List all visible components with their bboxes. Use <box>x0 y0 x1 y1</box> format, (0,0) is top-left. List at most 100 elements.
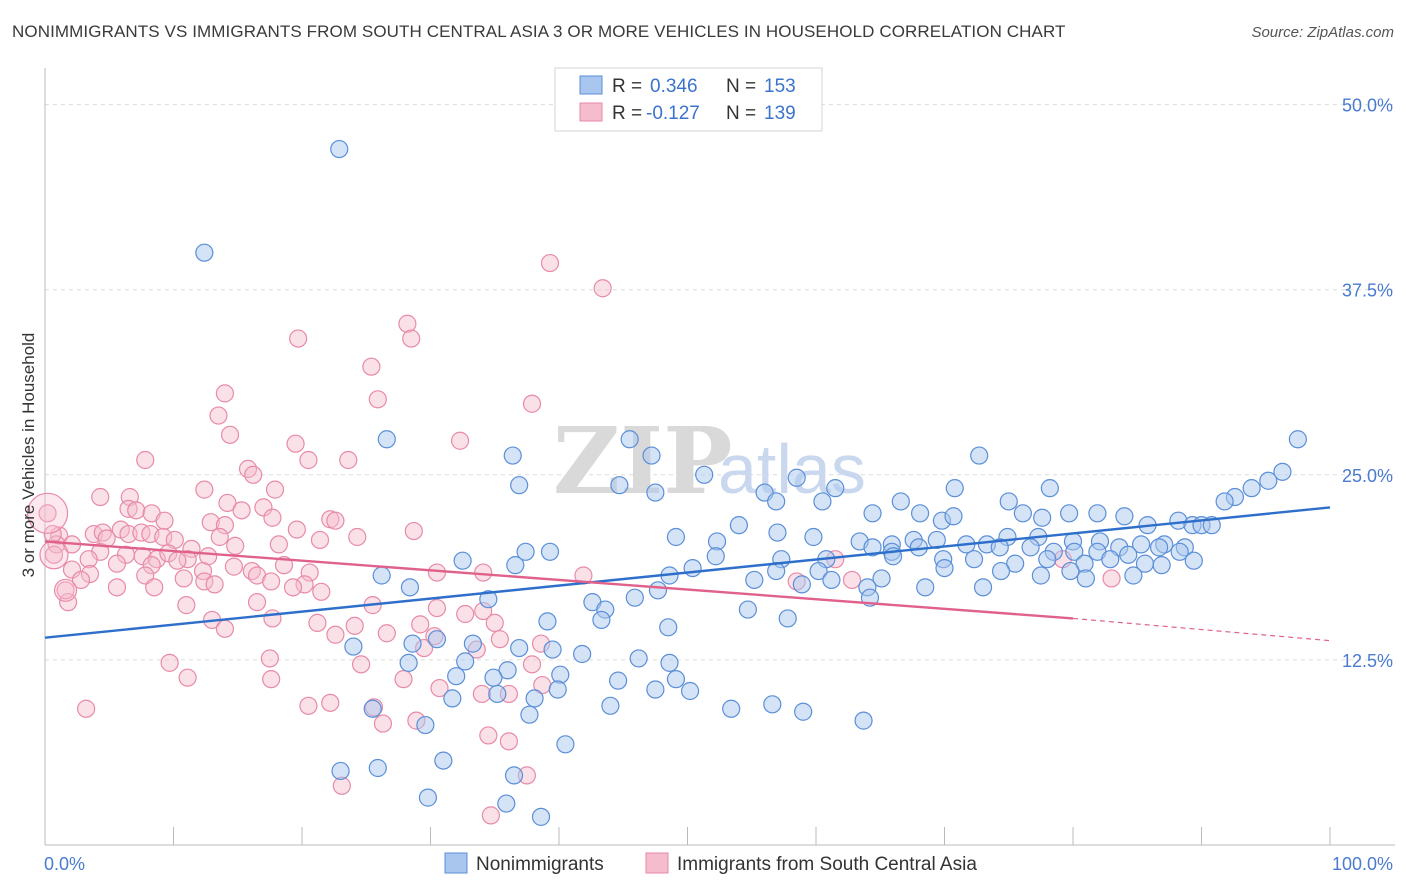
bottom-legend-nonimmigrants: Nonimmigrants <box>476 854 604 875</box>
nonimmigrants-point <box>447 667 466 686</box>
chart-title: NONIMMIGRANTS VS IMMIGRANTS FROM SOUTH C… <box>12 22 1066 41</box>
immigrants-point <box>593 279 612 298</box>
nonimmigrants-point <box>1170 542 1189 561</box>
watermark-zip: ZIP <box>553 407 732 515</box>
immigrants-point <box>402 329 421 348</box>
nonimmigrants-point <box>1124 566 1143 585</box>
immigrants-point <box>321 693 340 712</box>
nonimmigrants-point <box>768 523 787 542</box>
immigrants-point <box>430 678 449 698</box>
immigrants-point-large <box>39 540 69 570</box>
y-tick-label-0: 12.5% <box>1342 651 1393 671</box>
immigrants-point <box>127 501 146 520</box>
immigrants-point <box>456 604 475 624</box>
series-nonimmigrants-points <box>195 139 1307 826</box>
nonimmigrants-point <box>999 492 1018 511</box>
x-tick-label-0: 0.0% <box>44 854 85 874</box>
nonimmigrants-point <box>525 689 544 708</box>
immigrants-point <box>195 480 214 499</box>
immigrants-point <box>295 575 314 594</box>
legend-r-label-1: R = <box>612 76 642 97</box>
nonimmigrants-point <box>660 653 679 672</box>
nonimmigrants-point <box>970 446 989 465</box>
nonimmigrants-point <box>680 681 700 701</box>
immigrants-point <box>450 431 470 450</box>
source-note: Source: ZipAtlas.com <box>1251 24 1394 41</box>
immigrants-point <box>299 696 318 715</box>
nonimmigrants-point <box>1088 504 1107 523</box>
immigrants-point <box>132 523 151 542</box>
nonimmigrants-point <box>531 807 551 826</box>
immigrants-point <box>377 624 396 643</box>
nonimmigrants-point <box>330 139 349 159</box>
immigrants-point <box>300 563 319 582</box>
legend-top: R = 0.346 N = 153 R = -0.127 N = 139 <box>554 67 823 132</box>
immigrants-point <box>394 670 413 689</box>
immigrants-point <box>312 582 331 601</box>
immigrants-point <box>345 616 364 635</box>
nonimmigrants-point <box>1013 504 1032 523</box>
nonimmigrants-point <box>659 618 678 637</box>
nonimmigrants-point <box>538 612 557 631</box>
nonimmigrants-point <box>648 581 668 600</box>
nonimmigrants-point <box>738 600 757 619</box>
nonimmigrants-point <box>804 527 823 547</box>
immigrants-point <box>289 329 308 348</box>
immigrants-point <box>91 487 110 507</box>
nonimmigrants-point <box>453 551 472 570</box>
nonimmigrants-point <box>399 653 418 672</box>
legend-r-value-2: -0.127 <box>646 103 700 124</box>
nonimmigrants-point <box>822 570 841 590</box>
nonimmigrants-point <box>543 640 562 659</box>
nonimmigrants-point <box>1215 492 1234 511</box>
trend-line-nonimmigrants <box>44 506 1331 639</box>
legend-n-label-1: N = <box>726 76 756 97</box>
nonimmigrants-point <box>443 689 462 708</box>
nonimmigrants-point <box>642 446 661 465</box>
y-tick-label-1: 25.0% <box>1342 466 1393 486</box>
nonimmigrants-point <box>872 569 891 588</box>
nonimmigrants-point <box>1288 430 1307 449</box>
nonimmigrants-point <box>510 638 529 658</box>
immigrants-point <box>154 527 173 547</box>
immigrants-point <box>404 521 423 541</box>
nonimmigrants-point <box>1259 471 1278 490</box>
immigrants-point <box>474 563 493 582</box>
immigrants-point <box>310 530 330 550</box>
nonimmigrants-point <box>813 492 832 511</box>
immigrants-point <box>373 714 393 733</box>
nonimmigrants-point <box>863 538 882 557</box>
immigrants-point <box>47 535 66 554</box>
nonimmigrants-point <box>944 507 963 526</box>
nonimmigrants-point <box>666 527 686 547</box>
immigrants-point <box>44 545 64 564</box>
nonimmigrants-point <box>1119 545 1138 564</box>
nonimmigrants-point <box>434 751 453 770</box>
immigrants-point <box>80 564 100 584</box>
nonimmigrants-point <box>506 556 525 575</box>
nonimmigrants-point <box>854 711 873 730</box>
immigrants-point <box>274 556 294 575</box>
immigrants-point <box>247 593 267 612</box>
nonimmigrants-point <box>592 610 611 630</box>
nonimmigrants-point <box>1184 551 1203 570</box>
immigrants-point <box>77 699 96 718</box>
nonimmigrants-point <box>1101 550 1120 569</box>
immigrants-point <box>540 253 560 273</box>
nonimmigrants-point <box>497 794 516 813</box>
nonimmigrants-point <box>400 578 420 597</box>
immigrants-point <box>411 615 430 634</box>
immigrants-point <box>174 569 193 588</box>
immigrants-point <box>352 655 371 674</box>
immigrants-point <box>142 556 161 575</box>
immigrants-point <box>499 732 518 751</box>
immigrants-point <box>195 572 214 591</box>
immigrants-point <box>224 557 243 576</box>
immigrants-point <box>59 593 78 612</box>
nonimmigrants-point <box>910 504 930 523</box>
nonimmigrants-point <box>792 575 811 594</box>
nonimmigrants-point <box>1273 462 1292 481</box>
nonimmigrants-point <box>601 696 620 715</box>
immigrants-point <box>215 619 234 638</box>
nonimmigrants-point <box>722 699 741 718</box>
